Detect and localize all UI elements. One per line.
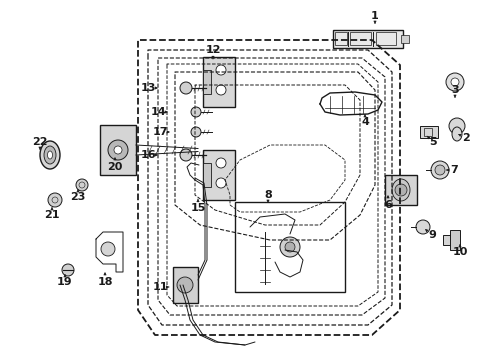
Bar (203, 163, 210, 187)
Circle shape (285, 242, 294, 252)
Circle shape (216, 65, 225, 75)
Circle shape (430, 161, 448, 179)
Circle shape (180, 149, 192, 161)
Text: 19: 19 (57, 277, 73, 287)
Text: 10: 10 (451, 247, 467, 257)
Circle shape (450, 78, 458, 86)
Text: 20: 20 (107, 162, 122, 172)
Circle shape (48, 193, 62, 207)
Text: 2: 2 (461, 133, 469, 143)
Text: 11: 11 (152, 282, 167, 292)
Circle shape (101, 242, 115, 256)
Text: 3: 3 (450, 85, 458, 95)
Bar (235, 202, 345, 292)
Bar (442, 235, 454, 245)
Circle shape (62, 264, 74, 276)
Text: 7: 7 (449, 165, 457, 175)
Text: 17: 17 (152, 127, 167, 137)
Circle shape (191, 107, 201, 117)
Text: 13: 13 (140, 83, 155, 93)
Text: 14: 14 (150, 107, 165, 117)
Bar (349, 32, 370, 45)
Bar (334, 32, 346, 45)
Circle shape (216, 85, 225, 95)
Ellipse shape (47, 151, 52, 159)
Text: 21: 21 (44, 210, 60, 220)
Text: 8: 8 (264, 190, 271, 200)
Bar (203, 150, 235, 200)
Text: 5: 5 (428, 137, 436, 147)
Circle shape (415, 220, 429, 234)
Circle shape (216, 178, 225, 188)
Bar (173, 267, 198, 303)
Bar (375, 32, 395, 45)
Bar (203, 57, 235, 107)
Bar (423, 128, 431, 136)
Ellipse shape (40, 141, 60, 169)
Text: 1: 1 (370, 11, 378, 21)
Bar (400, 35, 408, 43)
Text: 9: 9 (427, 230, 435, 240)
Bar (100, 125, 136, 175)
Ellipse shape (391, 179, 409, 201)
Circle shape (114, 146, 122, 154)
Bar (203, 70, 210, 94)
Bar (449, 230, 459, 250)
Circle shape (180, 82, 192, 94)
Circle shape (216, 158, 225, 168)
Text: 16: 16 (140, 150, 156, 160)
Text: 22: 22 (32, 137, 48, 147)
Circle shape (280, 237, 299, 257)
Circle shape (394, 184, 406, 196)
Bar (384, 175, 416, 205)
Circle shape (448, 118, 464, 134)
Bar (332, 30, 402, 48)
Ellipse shape (44, 146, 56, 164)
Text: 15: 15 (190, 203, 205, 213)
Text: 23: 23 (70, 192, 85, 202)
Circle shape (445, 73, 463, 91)
Bar (419, 126, 437, 138)
Text: 4: 4 (360, 117, 368, 127)
Text: 18: 18 (97, 277, 113, 287)
Text: 12: 12 (205, 45, 220, 55)
Ellipse shape (451, 127, 461, 141)
Circle shape (191, 127, 201, 137)
Circle shape (177, 277, 193, 293)
Circle shape (76, 179, 88, 191)
Text: 6: 6 (383, 200, 391, 210)
Circle shape (108, 140, 128, 160)
Circle shape (434, 165, 444, 175)
